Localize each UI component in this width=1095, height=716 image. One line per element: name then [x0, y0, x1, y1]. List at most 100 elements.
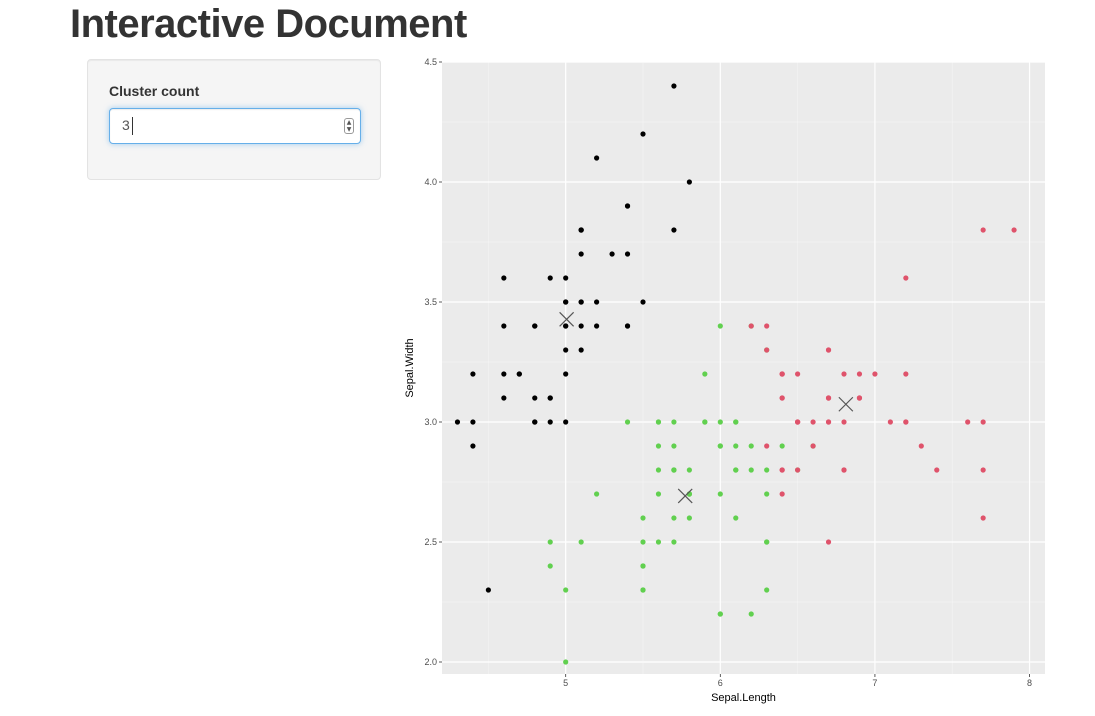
cluster-2-point — [764, 467, 770, 473]
cluster-count-input[interactable]: 3 ▲ ▼ — [109, 108, 361, 144]
cluster-1-point — [532, 323, 538, 329]
cluster-2-point — [563, 587, 569, 593]
cluster-3-point — [825, 539, 832, 545]
cluster-1-point — [470, 419, 476, 425]
cluster-1-point — [501, 371, 507, 377]
cluster-1-point — [563, 323, 569, 329]
cluster-3-point — [841, 467, 847, 473]
cluster-3-point — [795, 419, 801, 425]
cluster-3-point — [980, 419, 986, 425]
cluster-3-point — [841, 419, 847, 425]
cluster-3-point — [779, 491, 785, 497]
cluster-2-point — [717, 419, 723, 425]
cluster-1-point — [470, 443, 476, 449]
cluster-2-point — [764, 539, 770, 545]
cluster-1-point — [501, 323, 507, 329]
cluster-3-point — [980, 515, 986, 521]
cluster-2-point — [764, 491, 770, 497]
cluster-3-point — [980, 467, 986, 473]
cluster-2-point — [779, 443, 785, 449]
cluster-1-point — [563, 371, 569, 377]
cluster-2-point — [655, 491, 662, 497]
cluster-1-point — [624, 251, 631, 257]
cluster-1-point — [563, 419, 569, 425]
cluster-1-point — [547, 395, 553, 401]
cluster-2-point — [563, 659, 569, 665]
cluster-2-point — [717, 323, 723, 329]
center-marker-stroke — [677, 488, 693, 504]
cluster-1-point — [547, 419, 553, 425]
y-tick-label: 4.5 — [424, 57, 437, 67]
cluster-2-point — [655, 467, 662, 473]
cluster-1-point — [640, 299, 646, 305]
cluster-3-point — [856, 395, 863, 401]
center-marker-stroke — [838, 396, 854, 412]
cluster-1-point — [578, 299, 584, 305]
cluster-2-point — [547, 539, 553, 545]
cluster-1-point — [640, 131, 646, 137]
x-tick-label: 5 — [563, 678, 568, 688]
cluster-3-point — [856, 371, 863, 377]
cluster-2-point — [655, 539, 662, 545]
x-axis-title: Sepal.Length — [711, 692, 776, 704]
cluster-1-point — [594, 155, 600, 161]
x-tick-label: 8 — [1027, 678, 1032, 688]
cluster-2-point — [640, 587, 646, 593]
cluster-2-point — [594, 491, 600, 497]
cluster-2-point — [655, 443, 662, 449]
cluster-1-point — [563, 347, 569, 353]
cluster-2-center-marker — [677, 488, 693, 504]
x-tick-label: 7 — [872, 678, 877, 688]
cluster-1-point — [671, 83, 677, 89]
cluster-2-point — [578, 539, 584, 545]
cluster-count-value: 3 — [122, 117, 130, 133]
cluster-2-point — [717, 491, 723, 497]
x-tick-label: 6 — [718, 678, 723, 688]
cluster-2-point — [671, 467, 677, 473]
cluster-2-point — [640, 563, 646, 569]
cluster-1-point — [671, 227, 677, 233]
cluster-2-point — [671, 539, 677, 545]
spinner-arrows-icon[interactable]: ▲ ▼ — [344, 118, 354, 134]
y-tick-label: 2.5 — [424, 537, 437, 547]
cluster-3-point — [918, 443, 924, 449]
cluster-3-point — [748, 323, 754, 329]
plot-panel — [442, 62, 1045, 674]
cluster-2-point — [733, 515, 739, 521]
cluster-3-point — [825, 347, 832, 353]
cluster-2-point — [547, 563, 553, 569]
cluster-2-point — [671, 443, 677, 449]
cluster-2-point — [733, 419, 739, 425]
cluster-1-point — [578, 323, 584, 329]
cluster-1-point — [485, 587, 491, 593]
cluster-1-point — [578, 347, 584, 353]
cluster-1-point — [624, 203, 631, 209]
cluster-3-point — [810, 419, 816, 425]
cluster-3-point — [795, 467, 801, 473]
cluster-count-label: Cluster count — [109, 83, 200, 99]
cluster-3-point — [764, 323, 770, 329]
cluster-3-point — [795, 371, 801, 377]
cluster-2-point — [655, 419, 662, 425]
text-cursor — [132, 117, 133, 135]
cluster-2-point — [671, 419, 677, 425]
cluster-1-point — [594, 323, 600, 329]
cluster-1-point — [563, 275, 569, 281]
cluster-2-point — [671, 515, 677, 521]
cluster-2-point — [748, 443, 754, 449]
cluster-3-point — [965, 419, 971, 425]
cluster-1-point — [470, 371, 476, 377]
cluster-3-point — [825, 419, 832, 425]
cluster-1-point — [532, 419, 538, 425]
cluster-2-point — [686, 515, 692, 521]
cluster-3-point — [934, 467, 940, 473]
y-tick-label: 4.0 — [424, 177, 437, 187]
cluster-1-point — [547, 275, 553, 281]
cluster-2-point — [717, 611, 723, 617]
cluster-3-point — [825, 395, 832, 401]
cluster-3-point — [903, 419, 909, 425]
cluster-1-point — [563, 299, 569, 305]
cluster-1-point — [516, 371, 522, 377]
cluster-3-point — [810, 443, 816, 449]
